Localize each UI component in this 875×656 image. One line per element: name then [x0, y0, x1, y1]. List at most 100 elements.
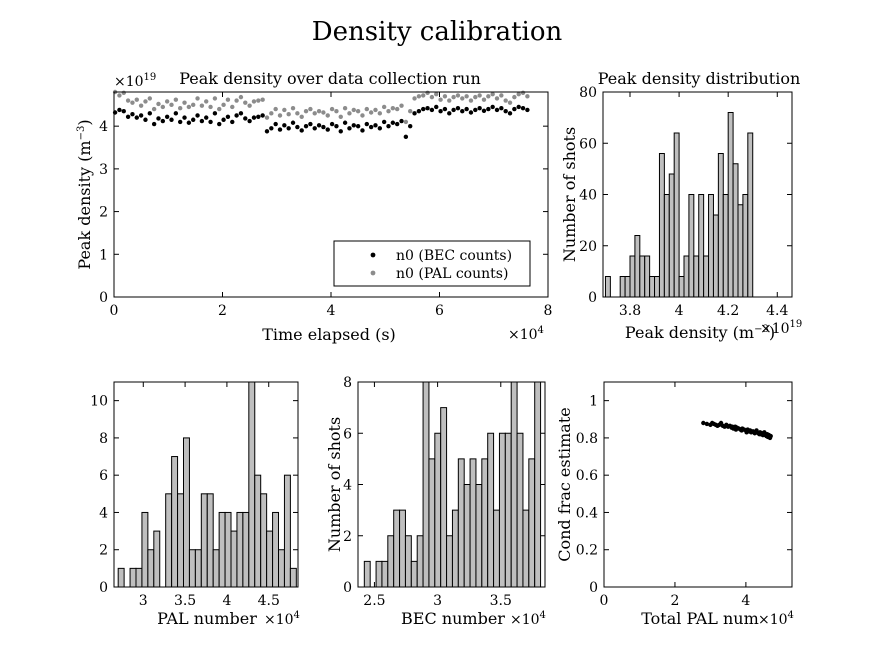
- y-tick-label: 10: [90, 394, 108, 410]
- data-point: [434, 91, 439, 97]
- data-point: [342, 120, 348, 125]
- data-point: [447, 111, 452, 116]
- data-point: [195, 113, 200, 118]
- histogram-bar: [504, 432, 512, 588]
- data-point: [164, 99, 170, 104]
- data-point: [160, 118, 166, 124]
- data-point: [434, 104, 439, 110]
- data-point: [182, 100, 187, 105]
- y-tick-label: 0: [588, 290, 597, 306]
- data-point: [316, 109, 322, 114]
- data-point: [247, 103, 252, 108]
- histogram-bar: [708, 194, 714, 298]
- x-tick-label: 4.2: [717, 303, 739, 319]
- histogram-bar: [153, 530, 161, 588]
- data-point: [295, 111, 300, 116]
- data-point: [516, 104, 521, 110]
- histogram-bar: [129, 567, 137, 588]
- data-point: [151, 106, 157, 112]
- histogram-bar: [289, 567, 297, 588]
- histogram-bar: [165, 493, 173, 588]
- histogram-bar: [463, 484, 471, 588]
- x-multiplier-base: ×10: [760, 321, 790, 337]
- data-point: [704, 421, 710, 427]
- data-point: [191, 102, 196, 108]
- data-point: [490, 104, 495, 110]
- histogram-bar: [639, 255, 646, 298]
- data-point: [442, 94, 448, 99]
- x-axis-label: BEC number: [401, 609, 505, 628]
- data-point: [520, 106, 526, 111]
- x-tick-label: 0: [600, 593, 609, 609]
- histogram-bar: [516, 432, 524, 588]
- data-point: [468, 110, 474, 115]
- data-point: [429, 94, 435, 100]
- histogram-bar: [212, 549, 220, 588]
- histogram-bar: [446, 535, 453, 588]
- y-tick-label: 2: [343, 529, 352, 545]
- data-point: [130, 100, 135, 105]
- x-axis-label-base: Peak density (m: [625, 323, 754, 342]
- x-multiplier-exp: 4: [540, 610, 546, 621]
- data-point: [394, 121, 400, 127]
- histogram-bar: [742, 194, 749, 298]
- data-point: [368, 110, 374, 115]
- data-point: [290, 106, 296, 111]
- data-point: [143, 99, 148, 104]
- histogram-bar: [218, 511, 226, 588]
- data-point: [130, 112, 135, 117]
- y-tick-label: 0.6: [576, 468, 598, 484]
- histogram-bar: [230, 530, 238, 588]
- y-tick-label: 0: [99, 580, 108, 596]
- histogram-bar: [522, 509, 530, 588]
- data-point: [347, 126, 352, 131]
- data-point: [403, 134, 409, 140]
- data-point: [295, 124, 300, 130]
- data-point: [512, 106, 517, 112]
- axes-frame: [357, 381, 546, 588]
- data-point: [303, 123, 309, 129]
- histogram-bar: [678, 276, 685, 298]
- data-point: [134, 97, 139, 102]
- data-point: [238, 111, 244, 116]
- x-multiplier: ×104: [264, 610, 300, 628]
- data-point: [360, 113, 365, 118]
- y-tick-label: 1: [589, 394, 598, 410]
- y-tick-label: 2: [99, 205, 108, 221]
- data-point: [243, 100, 248, 105]
- histogram-bar: [236, 511, 244, 588]
- histogram-bar: [698, 194, 705, 298]
- histogram-bar: [375, 560, 383, 588]
- x-tick-label: 4: [741, 593, 750, 609]
- x-axis-label: Total PAL num: [641, 609, 759, 628]
- histogram-bar: [498, 432, 506, 588]
- data-point: [503, 109, 508, 114]
- data-point: [325, 113, 330, 118]
- x-axis-label-end: ): [769, 323, 775, 342]
- histogram-bar: [693, 255, 700, 298]
- data-point: [138, 113, 144, 118]
- legend-marker: [370, 252, 376, 258]
- data-point: [442, 106, 448, 112]
- data-point: [321, 124, 326, 130]
- histogram-bar: [481, 458, 489, 588]
- data-point: [125, 114, 131, 119]
- data-point: [217, 106, 222, 112]
- legend-marker: [370, 270, 376, 276]
- data-point: [256, 98, 261, 103]
- data-point: [273, 121, 278, 127]
- data-point: [299, 128, 304, 133]
- data-point: [481, 108, 487, 113]
- data-point: [195, 96, 200, 101]
- histogram-bar: [534, 381, 542, 588]
- data-point: [386, 109, 391, 114]
- data-point: [507, 111, 513, 116]
- data-point: [243, 116, 248, 121]
- data-point: [438, 109, 443, 114]
- subplot-1: 0 1 2 3 4 0 2 4 6 8 Peak density over data collect…: [75, 69, 552, 344]
- data-point: [360, 128, 365, 133]
- data-point: [234, 98, 239, 103]
- data-point: [390, 106, 396, 111]
- data-point: [247, 118, 252, 124]
